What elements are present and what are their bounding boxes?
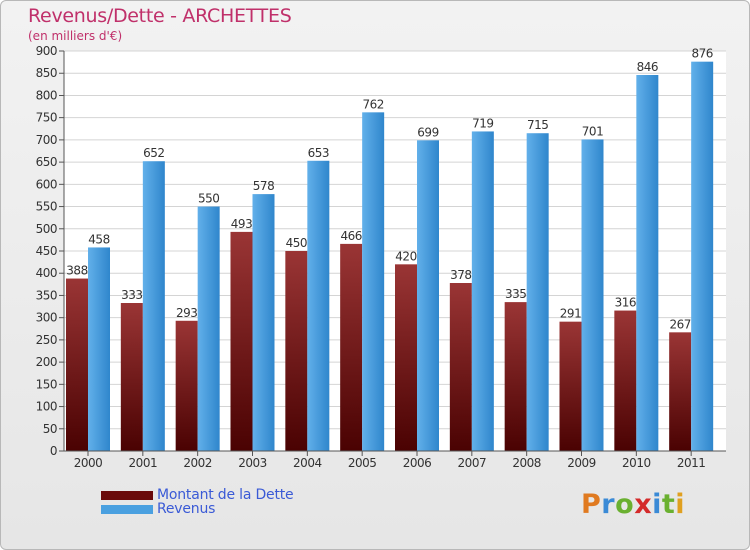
data-label: 876 xyxy=(691,47,712,61)
logo-letter: r xyxy=(601,489,616,520)
logo-letter: P xyxy=(581,489,602,520)
bar-revenus-2011 xyxy=(691,61,714,452)
y-tick-label: 150 xyxy=(36,377,57,391)
bar-revenus-2003 xyxy=(252,194,275,451)
bar-revenus-2002 xyxy=(197,206,220,451)
x-tick-label: 2008 xyxy=(512,456,541,470)
data-label: 267 xyxy=(669,317,690,331)
data-label: 653 xyxy=(308,146,329,160)
x-tick-label: 2007 xyxy=(458,456,487,470)
y-tick-label: 550 xyxy=(36,200,57,214)
data-label: 493 xyxy=(231,217,252,231)
data-label: 335 xyxy=(505,287,526,301)
bar-revenus-2001 xyxy=(142,161,165,451)
data-label: 420 xyxy=(395,249,416,263)
bar-revenus-2000 xyxy=(88,247,110,451)
data-label: 316 xyxy=(615,296,636,310)
data-label: 466 xyxy=(340,229,361,243)
bar-dette-2000 xyxy=(66,278,88,451)
y-tick-label: 800 xyxy=(36,88,57,102)
bar-revenus-2010 xyxy=(636,75,659,451)
y-tick-label: 0 xyxy=(50,444,57,458)
data-label: 846 xyxy=(637,60,658,74)
y-tick-label: 650 xyxy=(36,155,57,169)
proxiti-logo: Proxiti xyxy=(581,489,685,520)
y-tick-label: 250 xyxy=(36,333,57,347)
y-tick-label: 100 xyxy=(36,400,57,414)
bar-dette-2003 xyxy=(230,231,253,451)
x-tick-label: 2011 xyxy=(677,456,706,470)
bar-revenus-2009 xyxy=(581,139,604,451)
bar-dette-2006 xyxy=(395,264,417,451)
bar-dette-2002 xyxy=(175,320,198,451)
data-label: 762 xyxy=(362,97,383,111)
bar-revenus-2006 xyxy=(417,140,439,452)
y-tick-label: 400 xyxy=(36,266,57,280)
x-tick-label: 2002 xyxy=(183,456,212,470)
x-tick-label: 2010 xyxy=(622,456,651,470)
data-label: 388 xyxy=(66,264,87,278)
legend-item-debt: Montant de la Dette xyxy=(101,487,294,503)
y-tick-label: 850 xyxy=(36,66,57,80)
x-tick-label: 2000 xyxy=(74,456,103,470)
data-label: 699 xyxy=(417,125,438,139)
bar-dette-2011 xyxy=(669,332,692,451)
legend-swatch-debt xyxy=(101,490,153,500)
y-tick-label: 300 xyxy=(36,311,57,325)
logo-letter: x xyxy=(634,489,653,520)
bar-dette-2005 xyxy=(340,243,363,451)
logo-letter: i xyxy=(652,489,662,520)
x-tick-label: 2009 xyxy=(567,456,596,470)
data-label: 719 xyxy=(472,116,493,130)
y-tick-label: 700 xyxy=(36,133,57,147)
chart-subtitle: (en milliers d'€) xyxy=(28,29,123,43)
x-tick-label: 2005 xyxy=(348,456,377,470)
bar-revenus-2005 xyxy=(362,112,385,451)
x-tick-label: 2006 xyxy=(403,456,432,470)
legend-label-debt: Montant de la Dette xyxy=(157,487,294,503)
bar-revenus-2004 xyxy=(307,160,330,451)
bar-dette-2008 xyxy=(504,302,527,451)
logo-letter: o xyxy=(615,489,635,520)
data-label: 550 xyxy=(198,192,219,206)
x-tick-label: 2003 xyxy=(238,456,267,470)
y-tick-label: 900 xyxy=(36,44,57,58)
logo-letter: t xyxy=(661,489,676,520)
y-tick-label: 600 xyxy=(36,177,57,191)
data-label: 293 xyxy=(176,306,197,320)
bar-dette-2004 xyxy=(285,251,308,451)
data-label: 378 xyxy=(450,268,471,282)
y-tick-label: 200 xyxy=(36,355,57,369)
y-tick-label: 50 xyxy=(43,422,57,436)
bar-dette-2001 xyxy=(120,303,143,451)
data-label: 578 xyxy=(253,179,274,193)
data-label: 701 xyxy=(582,124,603,138)
chart-title: Revenus/Dette - ARCHETTES xyxy=(28,5,292,27)
y-tick-label: 450 xyxy=(36,244,57,258)
data-label: 291 xyxy=(560,307,581,321)
y-tick-label: 500 xyxy=(36,222,57,236)
legend-swatch-revenus xyxy=(101,504,153,514)
data-label: 450 xyxy=(286,236,307,250)
data-label: 652 xyxy=(143,146,164,160)
legend-label-revenus: Revenus xyxy=(157,501,216,517)
data-label: 333 xyxy=(121,288,142,302)
bar-dette-2007 xyxy=(449,283,472,451)
data-label: 458 xyxy=(88,232,109,246)
bar-dette-2009 xyxy=(559,321,582,451)
bar-dette-2010 xyxy=(614,310,637,451)
bar-revenus-2007 xyxy=(471,131,494,451)
y-tick-label: 350 xyxy=(36,288,57,302)
bar-revenus-2008 xyxy=(526,133,549,451)
y-tick-label: 750 xyxy=(36,111,57,125)
data-label: 715 xyxy=(527,118,548,132)
legend-item-revenus: Revenus xyxy=(101,501,216,517)
x-tick-label: 2004 xyxy=(293,456,322,470)
x-tick-label: 2001 xyxy=(129,456,158,470)
logo-letter: i xyxy=(675,489,686,520)
